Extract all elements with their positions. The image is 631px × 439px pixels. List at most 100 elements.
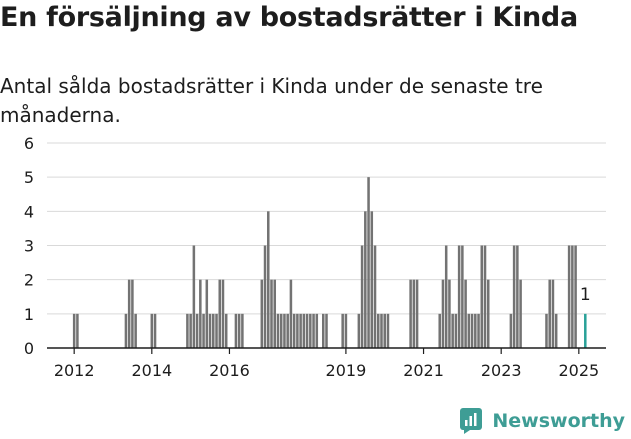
bar [315,313,319,348]
bar [72,313,76,348]
bar [551,279,555,348]
bar [467,313,471,348]
bar [189,313,192,348]
bar [237,313,241,348]
bar [480,245,484,348]
bar [312,313,315,348]
bar [218,279,222,348]
bar [386,313,390,348]
bar [341,313,344,348]
bar [286,313,289,348]
bar [464,279,467,348]
bar [474,313,477,348]
bar [150,313,154,348]
bar [224,313,228,348]
bar [519,279,522,348]
bar [76,313,79,348]
bar [153,313,157,348]
bar [438,313,441,348]
bar [208,313,212,348]
bar [273,279,277,348]
bar [212,313,215,348]
x-tick-label: 2025 [558,361,599,380]
bar [134,313,137,348]
newsworthy-logo-icon [460,408,483,434]
bar [302,313,306,348]
bar [215,313,218,348]
bar [357,313,361,348]
bar [574,245,577,348]
bar [409,279,412,348]
brand-name: Newsworthy [492,410,625,432]
bar [380,313,383,348]
bar [199,279,202,348]
bar [305,313,309,348]
bar [309,313,312,348]
bar [483,245,487,348]
bar [192,245,196,348]
bar [477,313,480,348]
bar [370,211,374,348]
chart-title: En försäljning av bostadsrätter i Kinda [0,2,578,33]
x-tick-label: 2019 [326,361,367,380]
bar [512,245,516,348]
bar [241,313,244,348]
bar [360,245,364,348]
brand-logo: Newsworthy [460,408,625,434]
bar [567,245,571,348]
x-tick-label: 2012 [54,361,95,380]
bar [202,313,205,348]
bar [276,313,280,348]
y-tick-label: 1 [24,305,34,324]
highlight-bar [584,313,587,348]
bar [279,313,283,348]
bar [367,177,370,348]
bar [412,279,416,348]
x-tick-label: 2016 [209,361,250,380]
x-tick-label: 2014 [131,361,172,380]
bar [325,313,328,348]
bar [545,313,548,348]
bar [454,313,458,348]
y-tick-label: 0 [24,339,34,358]
bar [516,245,519,348]
y-tick-label: 4 [24,202,34,221]
bar [289,279,293,348]
bar [260,279,264,348]
bar [415,279,419,348]
bar [195,313,199,348]
bar [448,279,451,348]
bar [451,313,454,348]
value-annotation: 1 [580,285,591,305]
y-tick-label: 3 [24,237,34,256]
y-tick-label: 2 [24,271,34,290]
bar [571,245,574,348]
bar [283,313,286,348]
bar [444,245,448,348]
bar [548,279,551,348]
bar [267,211,270,348]
bar [376,313,380,348]
bar [186,313,189,348]
bar [270,279,273,348]
bar [263,245,267,348]
bar [296,313,299,348]
bar [127,279,131,348]
bar [383,313,386,348]
bar [322,313,325,348]
x-tick-label: 2023 [481,361,522,380]
bar [124,313,128,348]
bar [205,279,209,348]
bar [292,313,296,348]
y-tick-label: 6 [24,134,34,153]
bar [344,313,348,348]
bar [234,313,238,348]
bar [373,245,377,348]
bar [470,313,474,348]
x-tick-label: 2021 [403,361,444,380]
bar [457,245,461,348]
bar [364,211,367,348]
bar [486,279,490,348]
bar [509,313,513,348]
